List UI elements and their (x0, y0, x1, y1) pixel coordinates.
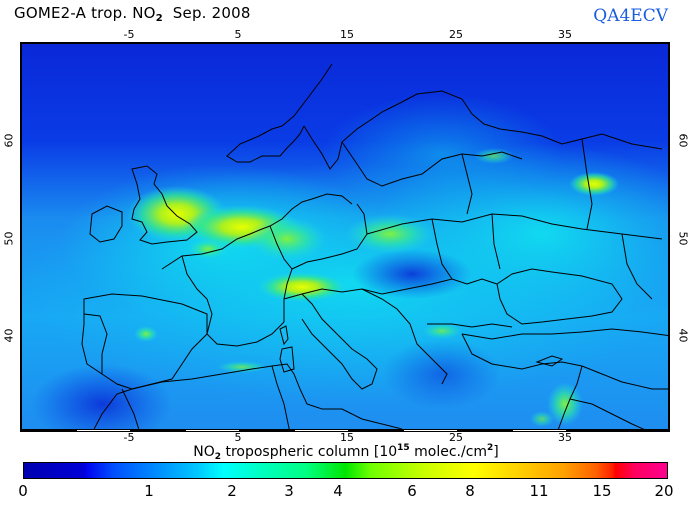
colorbar (23, 462, 668, 479)
cb-tick: 20 (654, 482, 674, 500)
cb-tick: 1 (144, 482, 154, 500)
cb-label-middle: tropospheric column [10 (221, 444, 398, 460)
axis-segment (186, 430, 239, 431)
lat-tick-left: 60 (2, 133, 16, 148)
lon-tick-bottom: 35 (558, 431, 572, 444)
lon-tick-top: 5 (234, 28, 242, 41)
lon-tick-top: 25 (449, 28, 463, 41)
top-axis-line (20, 42, 670, 44)
cb-label-unit: molec./cm (409, 444, 488, 460)
cb-tick: 4 (333, 482, 343, 500)
title-text: GOME2-A trop. NO (14, 4, 156, 22)
cb-tick: 15 (592, 482, 612, 500)
lat-tick-right: 60 (676, 133, 690, 148)
title-date: Sep. 2008 (172, 4, 251, 22)
lat-tick-left: 40 (2, 328, 16, 343)
cb-label-sup2: 2 (487, 443, 494, 453)
colorbar-label: NO2 tropospheric column [1015 molec./cm2… (0, 443, 692, 462)
cb-tick: 6 (407, 482, 417, 500)
axis-segment (77, 430, 130, 431)
cb-tick: 0 (18, 482, 28, 500)
cb-label-end: ] (493, 444, 499, 460)
lat-tick-right: 40 (676, 328, 690, 343)
lon-tick-bottom: 25 (449, 431, 463, 444)
no2-map[interactable] (20, 42, 670, 431)
lon-tick-top: 35 (558, 28, 572, 41)
cb-tick: 8 (465, 482, 475, 500)
cb-label-prefix: NO (193, 444, 215, 460)
cb-label-sub: 2 (214, 452, 221, 462)
lon-tick-bottom: 5 (234, 431, 242, 444)
title-spacer (163, 4, 173, 22)
brand-logo: QA4ECV (593, 6, 668, 26)
lat-tick-right: 50 (676, 231, 690, 246)
title-subscript: 2 (155, 13, 163, 24)
map-canvas (22, 44, 668, 429)
cb-tick: 3 (284, 482, 294, 500)
axis-segment (404, 430, 457, 431)
lat-tick-left: 50 (2, 231, 16, 246)
axis-segment (295, 430, 348, 431)
axis-segment (513, 430, 566, 431)
lon-tick-top: 15 (340, 28, 354, 41)
lon-tick-bottom: -5 (123, 431, 135, 444)
cb-tick: 2 (227, 482, 237, 500)
map-title: GOME2-A trop. NO2 Sep. 2008 (14, 4, 251, 24)
lon-tick-bottom: 15 (340, 431, 354, 444)
lon-tick-top: -5 (123, 28, 135, 41)
cb-label-sup: 15 (397, 443, 410, 453)
cb-tick: 11 (529, 482, 549, 500)
